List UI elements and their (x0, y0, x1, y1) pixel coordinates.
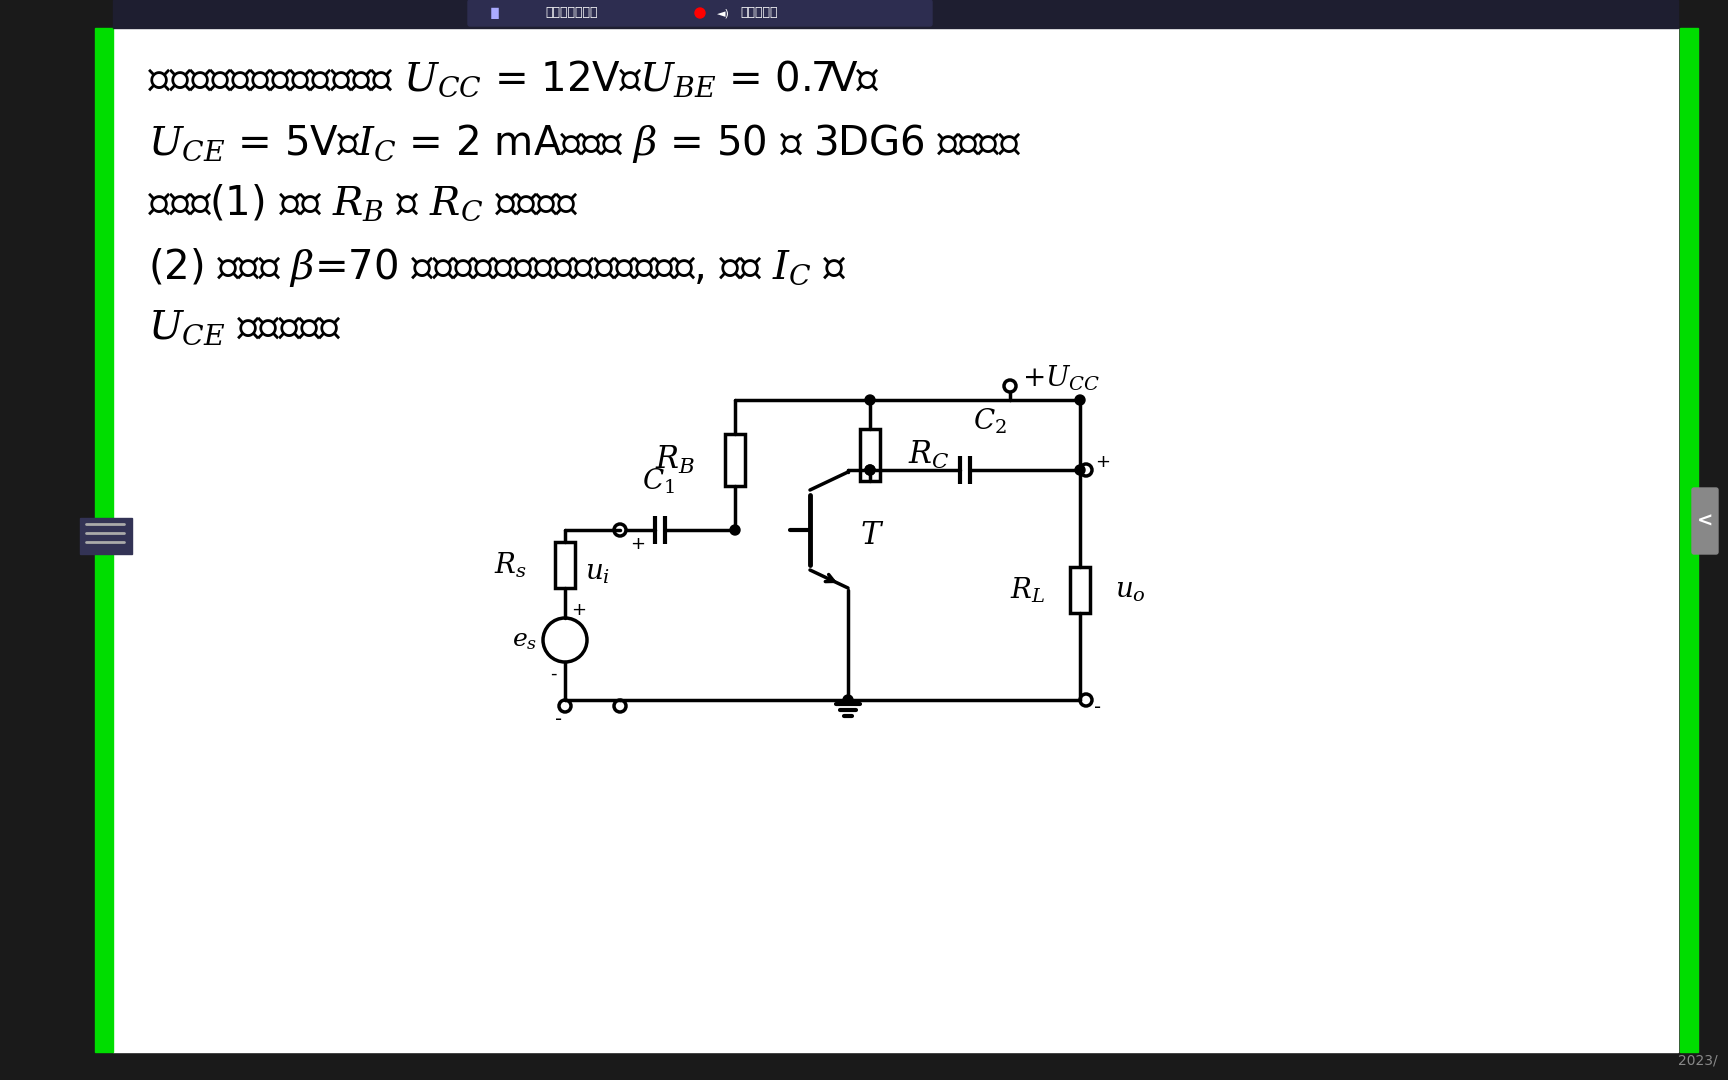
Text: $U_{CE}$ = 5V，$I_C$ = 2 mA，采用 $\beta$ = 50 的 3DG6 晶体管，: $U_{CE}$ = 5V，$I_C$ = 2 mA，采用 $\beta$ = … (149, 122, 1021, 165)
Bar (555, 541, 575, 589)
Text: 共享音频中: 共享音频中 (740, 6, 778, 19)
Circle shape (866, 395, 874, 405)
Text: $C_2$: $C_2$ (973, 406, 1007, 436)
Circle shape (1075, 395, 1085, 405)
Text: $C_1$: $C_1$ (641, 467, 674, 496)
Circle shape (866, 465, 874, 475)
Text: -: - (555, 711, 563, 729)
Bar (112, 0, 1678, 28)
Circle shape (866, 465, 874, 475)
Text: -: - (1094, 699, 1101, 717)
FancyBboxPatch shape (468, 0, 931, 26)
Text: $e_s$: $e_s$ (511, 627, 537, 652)
Text: 某固定偏置放大电路，已知 $U_{CC}$ = 12V，$U_{BE}$ = 0.7V，: 某固定偏置放大电路，已知 $U_{CC}$ = 12V，$U_{BE}$ = 0… (149, 60, 880, 100)
Text: ◄): ◄) (717, 8, 729, 18)
Bar (861, 429, 880, 481)
Text: $R_C$: $R_C$ (907, 438, 949, 471)
Text: 2023/: 2023/ (1678, 1054, 1718, 1068)
Text: $R_L$: $R_L$ (1009, 576, 1045, 605)
Text: +: + (631, 535, 646, 553)
Circle shape (1075, 465, 1085, 475)
Text: +: + (570, 600, 586, 619)
Text: (2) 若换用 $\beta$=70 的同型号晶体管，其他参数不变, 试问 $I_C$ 和: (2) 若换用 $\beta$=70 的同型号晶体管，其他参数不变, 试问 $I… (149, 246, 847, 289)
Text: $R_s$: $R_s$ (494, 550, 527, 580)
Text: ▐▌: ▐▌ (487, 8, 505, 18)
Text: 要求：(1) 计算 $R_B$ 和 $R_C$ 的阻值；: 要求：(1) 计算 $R_B$ 和 $R_C$ 的阻值； (149, 184, 579, 225)
Text: $u_i$: $u_i$ (586, 558, 610, 586)
Bar (95, 28, 112, 1052)
Circle shape (729, 525, 740, 535)
Text: $U_{CE}$ 等于多少？: $U_{CE}$ 等于多少？ (149, 308, 342, 348)
Text: $+U_{CC}$: $+U_{CC}$ (1021, 363, 1101, 393)
Circle shape (843, 696, 854, 705)
Circle shape (695, 8, 705, 18)
Text: $R_B$: $R_B$ (655, 444, 695, 476)
Bar (1070, 567, 1090, 613)
Text: +: + (1096, 453, 1109, 471)
Bar (79, 518, 131, 554)
Text: 您正在共享屏幕: 您正在共享屏幕 (544, 6, 598, 19)
Text: <: < (1697, 512, 1712, 530)
FancyBboxPatch shape (1692, 488, 1718, 554)
Text: -: - (551, 665, 556, 683)
Bar (1680, 28, 1699, 1052)
Text: $u_o$: $u_o$ (1115, 576, 1146, 604)
Text: $T$: $T$ (861, 521, 885, 550)
Bar (726, 434, 745, 486)
